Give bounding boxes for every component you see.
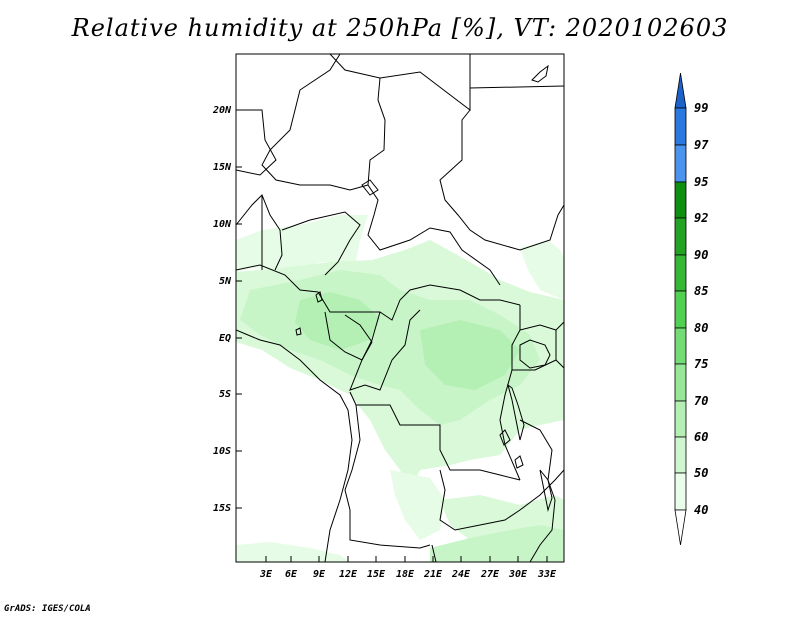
colorbar-segment (674, 327, 687, 365)
colorbar-label-50: 50 (694, 466, 708, 480)
coastline-lake-tanganyika (507, 383, 525, 441)
colorbar-segment (674, 72, 687, 109)
humidity-area-west (236, 215, 368, 272)
humidity-area-core-2 (295, 292, 380, 350)
lat-label-15n: 15N (213, 162, 232, 173)
border-line (512, 324, 557, 371)
colorbar-segment (674, 254, 687, 292)
coastline-lake-small (499, 429, 511, 446)
colorbar-segment (674, 181, 687, 219)
border-line (236, 194, 283, 271)
colorbar-segment (674, 107, 687, 146)
colorbar (674, 72, 687, 546)
border-line (555, 321, 564, 331)
humidity-area-bottom (430, 525, 564, 562)
colorbar-label-92: 92 (694, 211, 708, 225)
lat-label-5s: 5S (219, 389, 231, 400)
coastline-island (315, 291, 323, 303)
colorbar-label-95: 95 (694, 175, 708, 189)
coastline-lake-chad (361, 179, 379, 196)
border-line (236, 329, 353, 562)
colorbar-label-85: 85 (694, 284, 708, 298)
lat-label-5n: 5N (219, 276, 232, 287)
colorbar-label-97: 97 (694, 138, 709, 152)
coastline-lake-small (514, 455, 524, 469)
country-borders (236, 54, 564, 562)
lat-label-eq: EQ (219, 333, 231, 344)
border-line (439, 109, 564, 251)
lon-label-33e: 33E (537, 569, 557, 580)
colorbar-segment (674, 436, 687, 474)
lon-label-12e: 12E (339, 569, 358, 580)
colorbar-label-75: 75 (694, 357, 708, 371)
colorbar-label-99: 99 (694, 101, 708, 115)
border-line (519, 419, 556, 562)
latitude-labels: 20N 15N 10N 5N EQ 5S 10S 15S (212, 105, 232, 514)
lon-label-27e: 27E (480, 569, 500, 580)
border-line (236, 264, 521, 321)
border-line (344, 404, 431, 549)
border-line (499, 305, 521, 481)
border-line (379, 54, 471, 112)
border-line (236, 109, 277, 176)
colorbar-segment (674, 472, 687, 511)
lon-label-6e: 6E (285, 569, 298, 580)
colorbar-segment (674, 144, 687, 183)
lon-label-24e: 24E (451, 569, 471, 580)
humidity-area-east-band (520, 240, 564, 300)
colorbar-label-90: 90 (694, 248, 708, 262)
lat-label-10n: 10N (213, 219, 232, 230)
lat-label-10s: 10S (213, 446, 231, 457)
border-line (349, 309, 421, 391)
colorbar-label-80: 80 (694, 321, 708, 335)
lon-label-3e: 3E (259, 569, 273, 580)
border-line (329, 54, 501, 286)
lon-label-9e: 9E (313, 569, 326, 580)
humidity-area-bottom-left (236, 542, 350, 562)
coastline-lake-victoria (519, 339, 551, 369)
humidity-shading (236, 215, 564, 562)
border-line (439, 469, 564, 531)
grads-credit: GrADS: IGES/COLA (4, 604, 91, 614)
humidity-area-core-3 (420, 320, 520, 390)
lon-label-18e: 18E (396, 569, 415, 580)
coastline-lake-malawi (539, 469, 553, 512)
colorbar-bottom-arrow (674, 509, 687, 546)
map-frame (235, 53, 565, 563)
longitude-ticks (265, 556, 548, 562)
colorbar-label-70: 70 (694, 394, 708, 408)
coastline-island (295, 327, 302, 336)
colorbar-segment (674, 217, 687, 256)
colorbar-segment (674, 290, 687, 329)
humidity-area-south (390, 470, 445, 540)
colorbar-labels: 99 97 95 92 90 85 80 75 70 60 50 40 (694, 101, 709, 517)
colorbar-label-40: 40 (694, 503, 708, 517)
latitude-ticks (236, 109, 242, 509)
border-line (431, 544, 437, 562)
border-line (349, 391, 521, 481)
lon-label-30e: 30E (508, 569, 528, 580)
border-line (261, 54, 369, 191)
longitude-labels: 3E 6E 9E 12E 15E 18E 21E 24E 27E 30E 33E (259, 569, 557, 580)
lat-label-20n: 20N (212, 105, 232, 116)
colorbar-label-60: 60 (694, 430, 708, 444)
border-line (469, 85, 564, 89)
lon-label-21e: 21E (423, 569, 443, 580)
border-line (555, 359, 564, 369)
colorbar-segment (674, 400, 687, 438)
colorbar-segment (674, 363, 687, 402)
lon-label-15e: 15E (367, 569, 386, 580)
lat-label-15s: 15S (213, 503, 231, 514)
coastline-red-sea (531, 64, 549, 83)
border-line (281, 211, 361, 276)
map-title: Relative humidity at 250hPa [%], VT: 202… (71, 14, 729, 42)
